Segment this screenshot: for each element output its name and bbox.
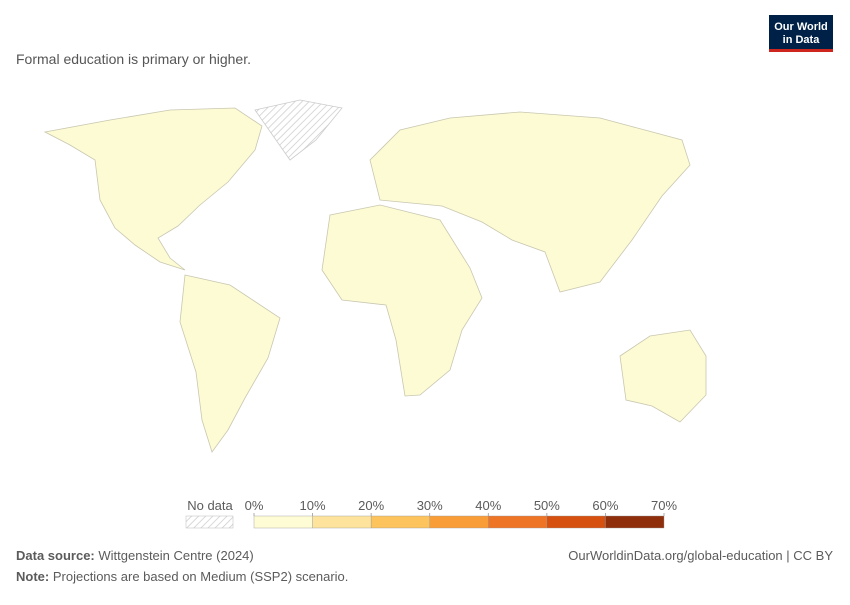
logo-text: in Data <box>783 34 821 46</box>
legend-swatch <box>253 515 313 529</box>
source: Data source: Wittgenstein Centre (2024) <box>16 548 254 563</box>
note-label: Note: <box>16 569 49 584</box>
landmass <box>321 204 483 397</box>
legend-tick-label: 0% <box>245 498 264 513</box>
legend-swatch <box>546 515 606 529</box>
logo-text: Our World <box>774 21 828 33</box>
legend-tick-label: 60% <box>592 498 618 513</box>
map <box>43 99 707 453</box>
legend-tick-label: 20% <box>358 498 384 513</box>
legend-tick-label: 30% <box>417 498 443 513</box>
source-text: Wittgenstein Centre (2024) <box>98 548 253 563</box>
legend-swatch <box>488 515 548 529</box>
legend-swatch <box>429 515 489 529</box>
legend-no-data-label: No data <box>187 498 233 513</box>
landmass <box>369 111 691 293</box>
legend-swatch <box>312 515 372 529</box>
legend-no-data-swatch <box>185 515 234 529</box>
landmass <box>43 107 263 271</box>
legend-tick-label: 10% <box>300 498 326 513</box>
legend-tick-label: 50% <box>534 498 560 513</box>
legend-swatch <box>605 515 665 529</box>
subtitle: Formal education is primary or higher. <box>16 51 251 67</box>
logo-bar <box>769 49 833 52</box>
landmass <box>619 329 707 423</box>
logo-box <box>769 15 833 52</box>
legend-tick-label: 70% <box>651 498 677 513</box>
no-data-region <box>254 99 343 161</box>
source-label: Data source: <box>16 548 95 563</box>
legend-swatch <box>370 515 430 529</box>
logo[interactable]: Our World in Data <box>769 15 833 52</box>
note-text: Projections are based on Medium (SSP2) s… <box>53 569 349 584</box>
url[interactable]: OurWorldinData.org/global-education | CC… <box>568 548 833 563</box>
landmass <box>179 274 281 453</box>
legend-tick-label: 40% <box>475 498 501 513</box>
note: Note: Projections are based on Medium (S… <box>16 569 348 584</box>
legend: No data 0% 10% 20% 30% 40% 50% 60% 70% <box>185 498 677 529</box>
